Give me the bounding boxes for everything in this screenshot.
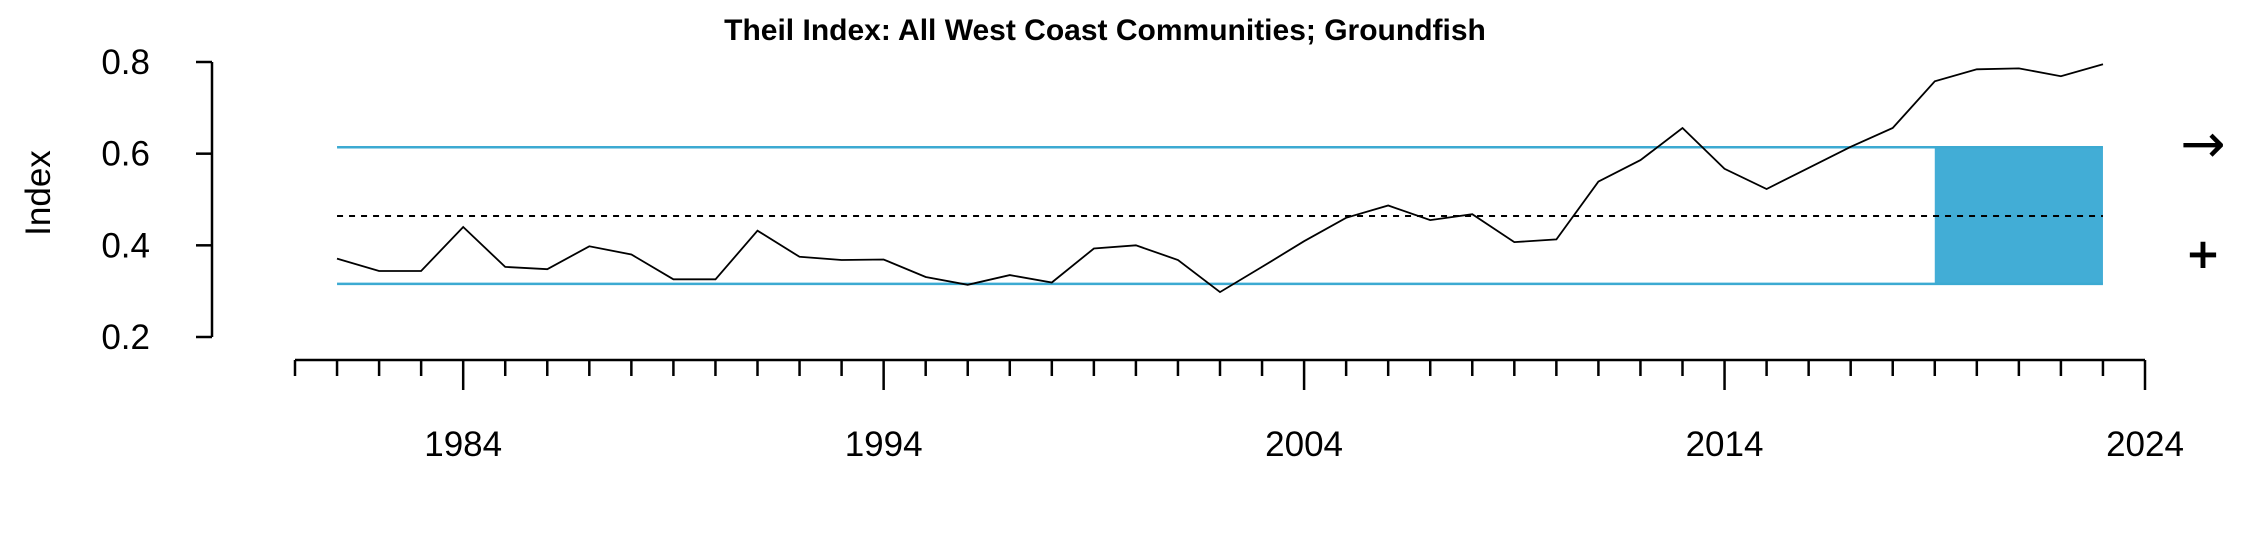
x-tick-label: 2014 — [1686, 425, 1764, 464]
y-axis-title: Index — [19, 150, 58, 236]
x-tick-label: 2004 — [1265, 425, 1343, 464]
x-tick-label: 2024 — [2106, 425, 2184, 464]
chart-title: Theil Index: All West Coast Communities;… — [724, 14, 1486, 47]
mean-indicator-icon: + — [2185, 229, 2220, 278]
y-axis: 0.2 0.4 0.6 0.8 — [101, 43, 214, 357]
trend-arrow-icon: → — [2180, 112, 2225, 175]
y-tick-label: 0.8 — [101, 43, 150, 82]
y-tick-label: 0.2 — [101, 318, 150, 357]
indicator-layer: →+ — [2180, 112, 2225, 278]
series-layer — [336, 63, 2104, 294]
y-tick-label: 0.6 — [101, 135, 150, 174]
x-tick-label: 1984 — [424, 425, 502, 464]
x-tick-label: 1994 — [845, 425, 923, 464]
reference-lines — [337, 146, 2103, 286]
series-line — [336, 63, 2104, 294]
x-axis: 1984 1994 2004 2014 2024 — [293, 358, 2184, 464]
y-tick-label: 0.4 — [101, 226, 150, 265]
